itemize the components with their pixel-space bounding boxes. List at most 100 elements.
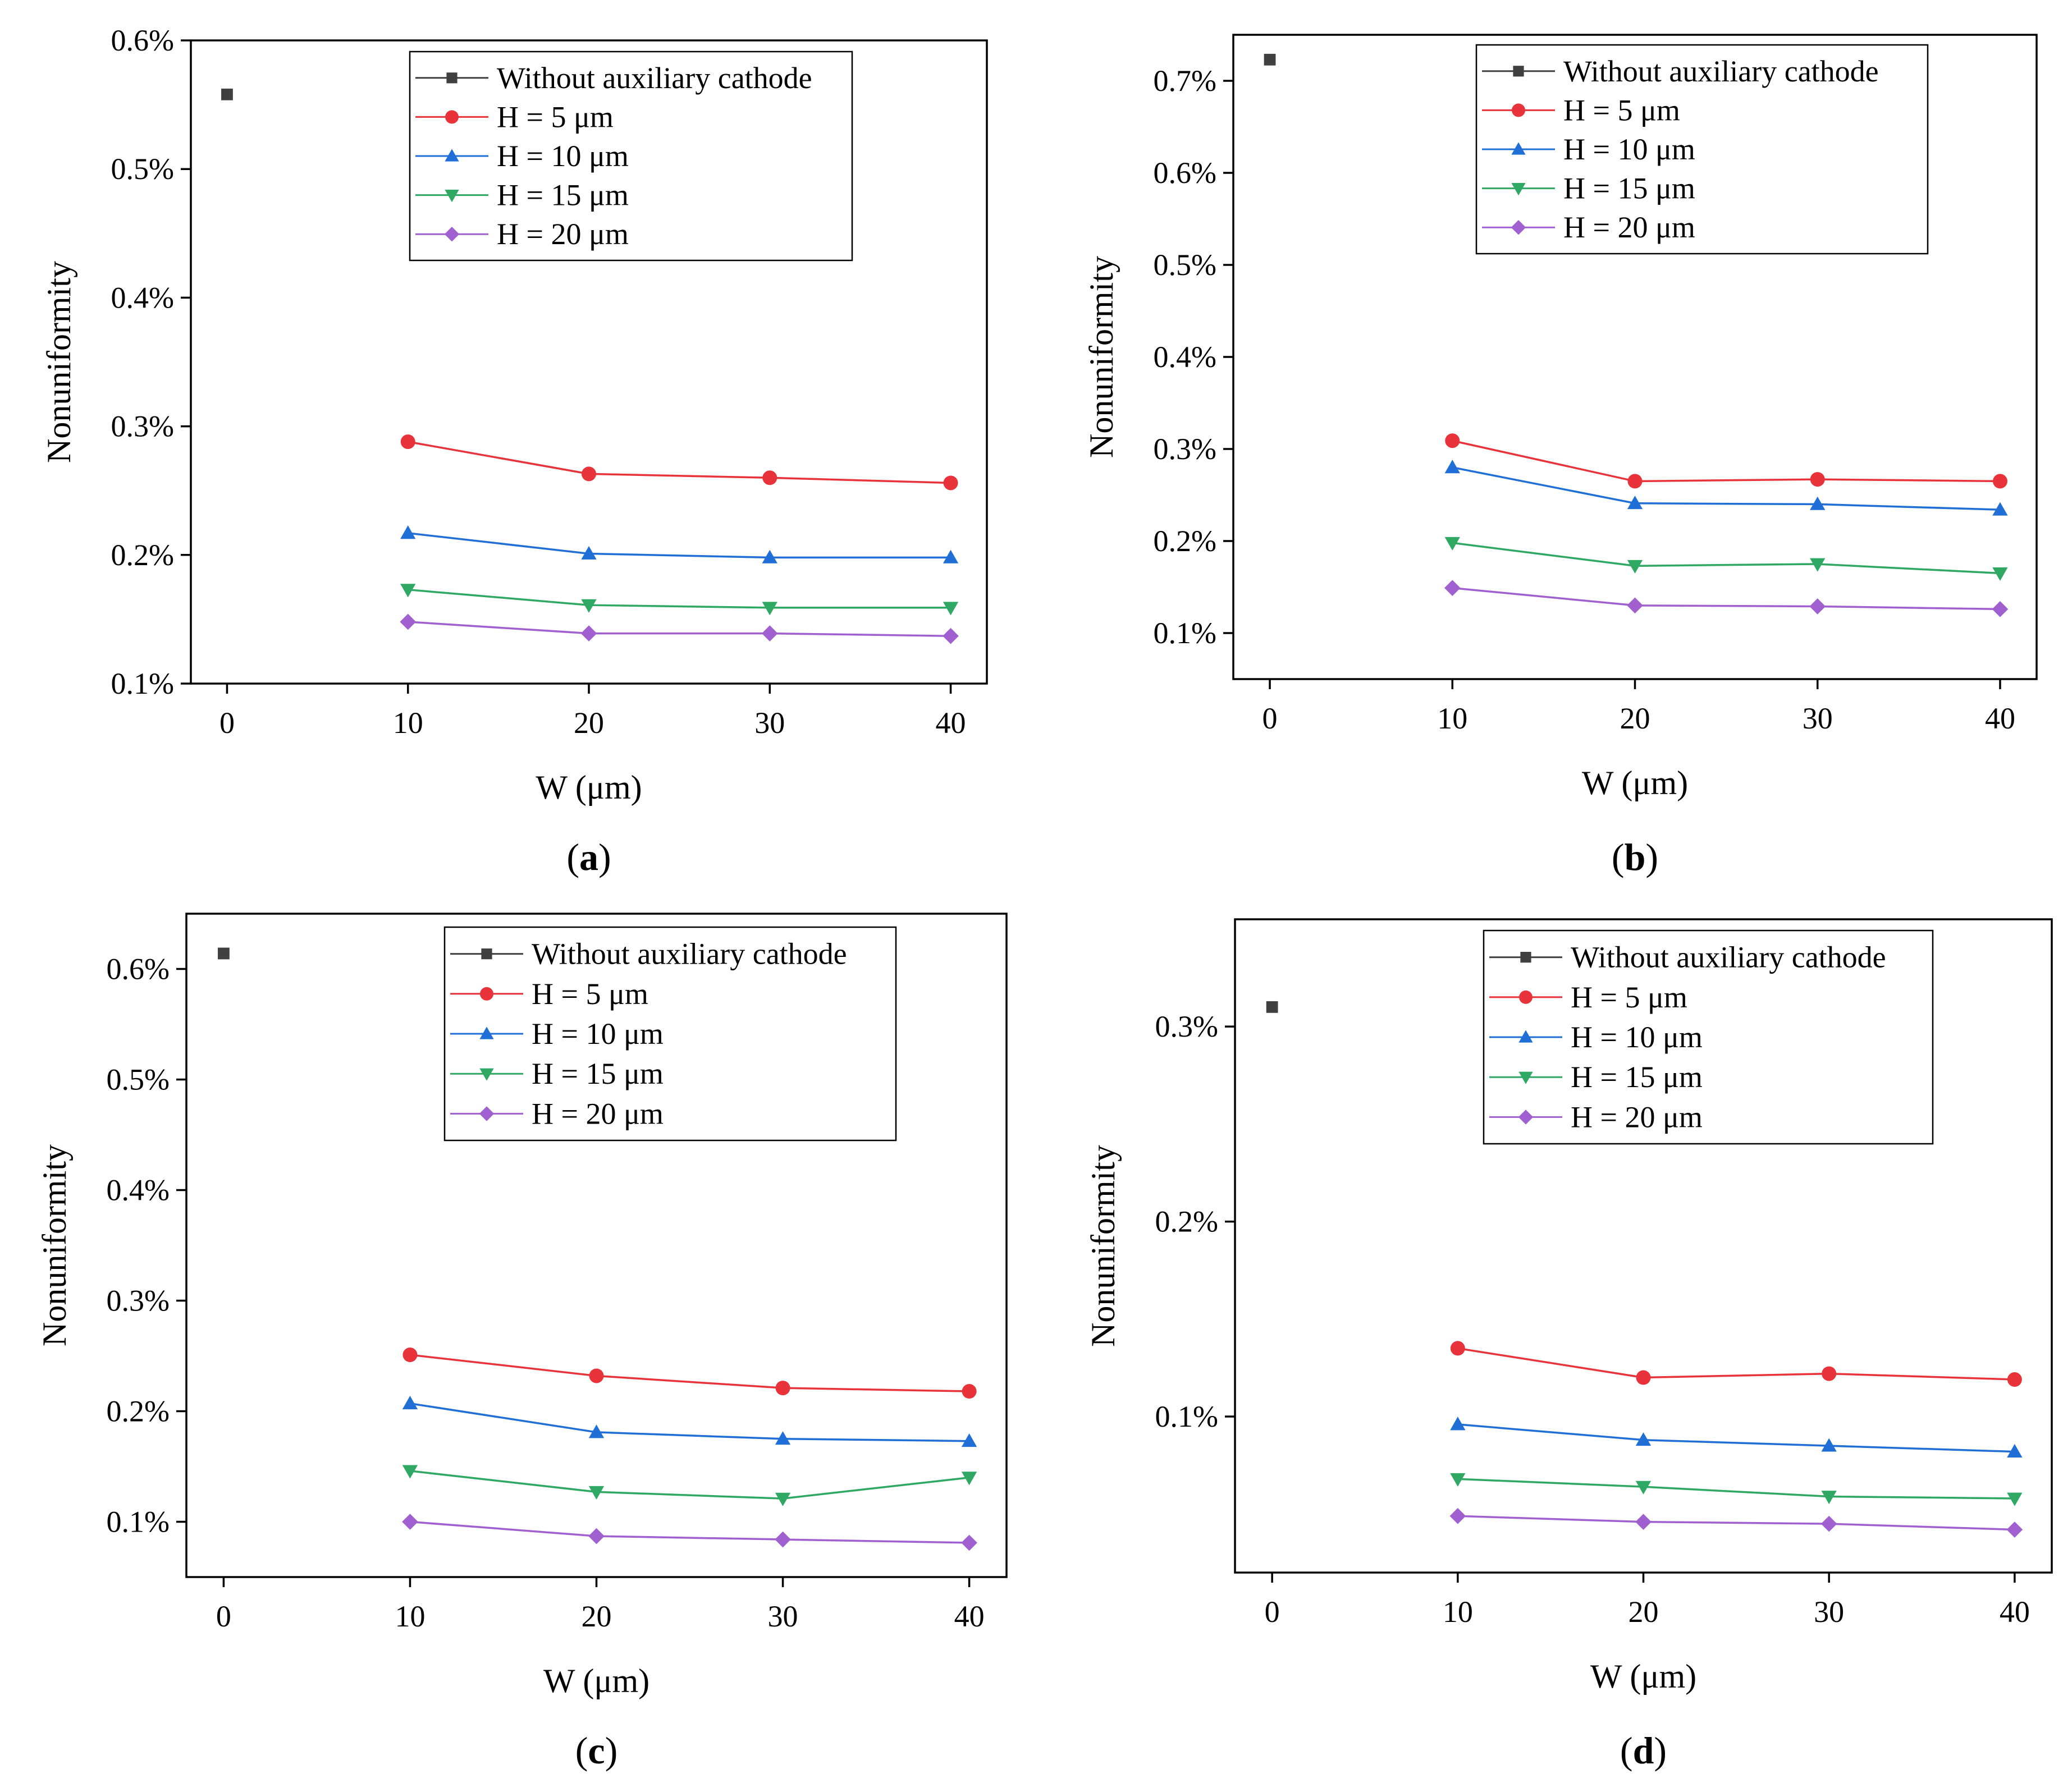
legend-label-h-5-um: H = 5 μm (532, 977, 648, 1011)
x-tick-label: 30 (1803, 702, 1833, 735)
legend: Without auxiliary cathode H = 5 μm H = 10 … (443, 926, 897, 1142)
legend-marker-h-10-um (445, 149, 459, 162)
data-point-h-10-um (1627, 496, 1643, 510)
x-tick-label: 30 (1814, 1595, 1844, 1629)
x-tick-label: 40 (2000, 1595, 2030, 1629)
y-tick-label: 0.5% (107, 1063, 170, 1097)
legend-label-without-auxiliary-cathode: Without auxiliary cathode (532, 937, 847, 971)
legend-marker-h-20-um (479, 1106, 495, 1121)
panel-b: 0 10 20 30 40 0.1% 0.2% 0.3% 0.4% 0.5% 0.6% 0.7% W (… (1083, 34, 2038, 878)
legend: Without auxiliary cathode H = 5 μm H = 10 … (1475, 44, 1929, 255)
y-tick-label: 0.2% (107, 1395, 170, 1428)
data-point-h-15-um (2007, 1492, 2023, 1506)
data-point-h-5-um (1450, 1341, 1465, 1356)
data-point-h-20-um (2006, 1521, 2023, 1538)
data-point-h-10-um (961, 1433, 977, 1447)
y-tick-label: 0.2% (111, 538, 174, 572)
data-point-h-20-um (1809, 598, 1826, 615)
panel-letter: d (1633, 1729, 1654, 1772)
series-h-15-um (1444, 537, 2008, 581)
series-h-5-um (402, 1348, 977, 1399)
data-point-h-15-um (402, 1465, 418, 1479)
series-line-h-15-um (1457, 1478, 2015, 1500)
series-line-h-10-um (410, 1402, 969, 1442)
y-tick-label: 0.3% (111, 410, 174, 443)
data-point-h-5-um (1627, 474, 1643, 489)
data-point-h-15-um (1992, 567, 2008, 581)
legend-label-h-15-um: H = 15 μm (497, 178, 629, 212)
panel-letter: a (579, 836, 598, 878)
series-h-10-um (402, 1396, 977, 1447)
y-tick-label: 0.4% (111, 281, 174, 314)
legend-label-h-20-um: H = 20 μm (1571, 1100, 1703, 1134)
data-point-h-15-um (1810, 558, 1826, 572)
legend-label-without-auxiliary-cathode: Without auxiliary cathode (497, 61, 812, 95)
series-h-15-um (402, 1465, 977, 1506)
data-point-h-5-um (762, 470, 777, 485)
data-point-h-5-um (1992, 474, 2007, 489)
legend-marker-h-5-um (1519, 990, 1533, 1004)
x-tick-label: 0 (1265, 1595, 1280, 1629)
y-axis-title: Nonuniformity (36, 1144, 73, 1346)
y-tick-label: 0.2% (1154, 524, 1216, 558)
data-point-h-20-um (1449, 1507, 1466, 1524)
data-point-h-5-um (962, 1384, 977, 1399)
series-h-20-um (400, 613, 959, 644)
series-line-h-10-um (408, 532, 951, 559)
legend-label-h-5-um: H = 5 μm (1563, 93, 1680, 127)
x-tick-label: 10 (395, 1599, 425, 1633)
data-point-h-20-um (1820, 1515, 1837, 1532)
legend-marker-h-10-um (479, 1026, 494, 1039)
x-axis-title: W (μm) (543, 1662, 649, 1699)
series-line-h-15-um (1452, 542, 2001, 575)
data-point-h-20-um (580, 625, 597, 641)
panel-d: 0 10 20 30 40 0.1% 0.2% 0.3% W (μm) Nonuniformity… (1085, 918, 2053, 1772)
y-tick-label: 0.5% (111, 152, 174, 186)
series-h-5-um (1450, 1341, 2022, 1387)
panel-label: (d) (1620, 1729, 1667, 1772)
series-line-h-5-um (410, 1354, 969, 1392)
series-line-h-5-um (408, 441, 951, 484)
x-tick-label: 10 (1443, 1595, 1473, 1629)
data-point-h-5-um (402, 1348, 418, 1363)
series-h-5-um (1445, 433, 2007, 489)
series-line-h-20-um (1452, 586, 2000, 611)
data-point-h-10-um (2007, 1443, 2023, 1458)
series-h-10-um (1444, 460, 2008, 516)
x-tick-label: 20 (574, 706, 604, 740)
data-point-h-5-um (1822, 1366, 1837, 1381)
data-point-h-10-um (1821, 1438, 1837, 1452)
panel-label: (c) (575, 1729, 618, 1772)
legend-label-h-20-um: H = 20 μm (1563, 210, 1695, 244)
data-point-h-10-um (1635, 1432, 1652, 1446)
y-tick-label: 0.1% (111, 667, 174, 700)
series-line-h-10-um (1452, 466, 2001, 511)
x-tick-label: 40 (1985, 702, 2015, 735)
y-tick-label: 0.4% (1154, 340, 1216, 374)
data-point-h-20-um (961, 1534, 977, 1551)
series-line-h-15-um (408, 588, 951, 609)
x-tick-label: 20 (1620, 702, 1650, 735)
x-tick-label: 0 (219, 706, 235, 740)
data-point-h-20-um (588, 1528, 605, 1544)
series-h-15-um (400, 584, 959, 616)
legend-label-h-20-um: H = 20 μm (497, 217, 629, 251)
x-tick-label: 20 (1629, 1595, 1659, 1629)
y-tick-label: 0.1% (1154, 616, 1216, 650)
data-point-h-10-um (943, 549, 959, 563)
series-h-20-um (1449, 1507, 2023, 1538)
legend-marker-h-15-um (479, 1068, 494, 1081)
data-point-h-15-um (1627, 560, 1643, 574)
x-tick-label: 10 (393, 706, 423, 740)
data-point-h-15-um (1450, 1473, 1466, 1487)
legend: Without auxiliary cathode H = 5 μm H = 10 … (409, 51, 853, 262)
data-point-h-15-um (1444, 537, 1460, 551)
legend-label-h-15-um: H = 15 μm (1571, 1060, 1703, 1094)
data-point-h-5-um (1810, 472, 1825, 487)
data-point-h-20-um (775, 1531, 791, 1548)
legend-label-h-20-um: H = 20 μm (532, 1097, 664, 1130)
legend-marker-h-15-um (1511, 183, 1526, 196)
y-axis-title: Nonuniformity (1083, 256, 1120, 458)
series-without-auxiliary-cathode (1264, 53, 1276, 66)
